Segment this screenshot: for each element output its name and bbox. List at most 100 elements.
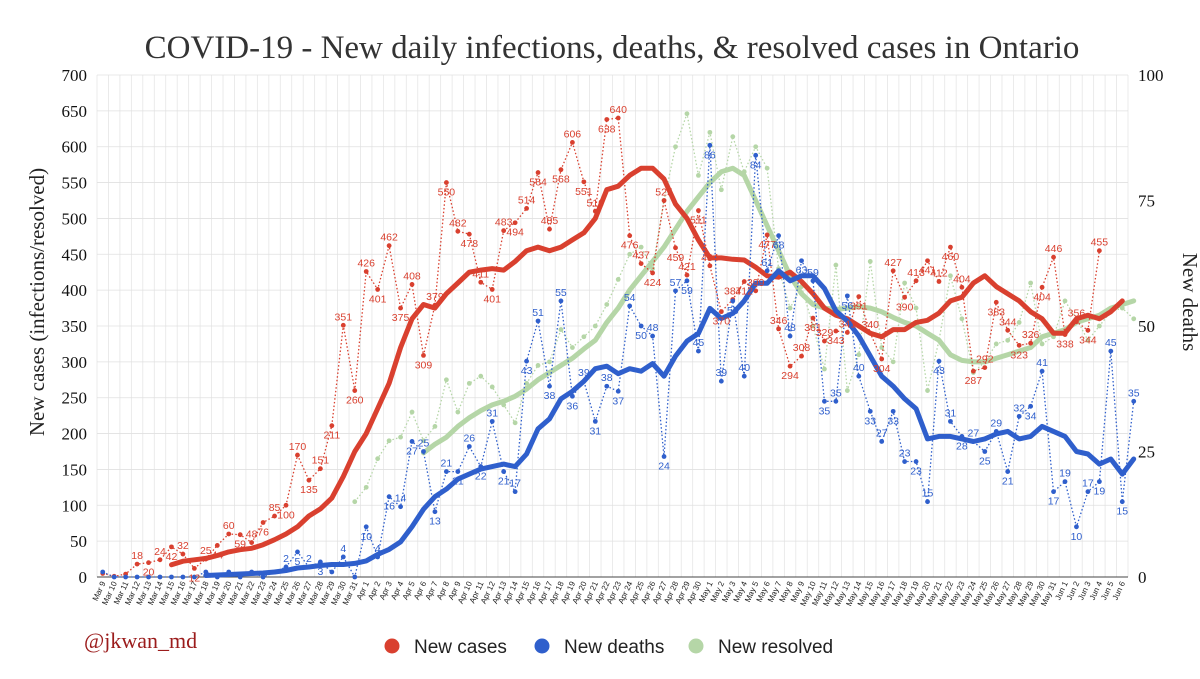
new-deaths-point <box>547 383 552 389</box>
new-resolved-point <box>718 187 724 193</box>
new-deaths-data-label: 26 <box>463 432 475 444</box>
new-deaths-data-label: 45 <box>1105 337 1117 349</box>
new-cases-point <box>1051 254 1056 260</box>
new-resolved-point <box>1131 316 1137 322</box>
new-resolved-point <box>455 409 461 415</box>
new-deaths-point <box>913 459 919 464</box>
new-resolved-point <box>753 144 759 150</box>
new-deaths-data-label: 41 <box>1036 357 1048 369</box>
new-cases-point <box>249 540 255 545</box>
y-tick-label: 100 <box>62 496 88 515</box>
y-axis-ticks: 0 50 100 150 200 250 300 350 400 450 500 550 600 650 7… <box>62 66 88 587</box>
new-deaths-data-label: 15 <box>922 488 934 500</box>
chart-title: COVID-19 - New daily infections, deaths,… <box>145 30 1080 66</box>
new-deaths-point <box>421 449 426 454</box>
new-cases-point <box>684 272 690 278</box>
new-deaths-point <box>1039 368 1045 374</box>
new-deaths-point <box>260 574 266 580</box>
new-deaths-point <box>1108 348 1114 354</box>
new-deaths-point <box>432 509 438 515</box>
new-cases-point <box>535 170 541 175</box>
new-deaths-point <box>123 574 129 580</box>
new-deaths-point <box>466 444 472 449</box>
new-deaths-point <box>1074 524 1079 530</box>
new-deaths-point <box>1062 479 1068 485</box>
new-cases-data-label: 370 <box>713 316 731 328</box>
legend-label: New cases <box>414 637 507 658</box>
new-cases-data-label: 32 <box>177 540 189 552</box>
new-cases-data-label: 477 <box>758 239 776 251</box>
new-cases-data-label: 326 <box>1022 329 1040 341</box>
new-resolved-point <box>764 165 770 171</box>
new-deaths-point <box>936 358 942 364</box>
new-deaths-data-label: 35 <box>1128 387 1140 399</box>
new-cases-data-label: 344 <box>1079 334 1097 346</box>
new-deaths-data-label: 37 <box>612 395 624 407</box>
new-cases-point <box>134 561 140 567</box>
new-cases-point <box>959 284 965 290</box>
new-cases-point <box>398 305 403 311</box>
new-cases-data-label: 408 <box>403 270 421 282</box>
new-deaths-point <box>1028 403 1034 409</box>
new-deaths-point <box>627 303 633 309</box>
new-resolved-point <box>421 438 426 444</box>
new-cases-data-label: 462 <box>380 232 398 244</box>
new-cases-data-label: 323 <box>1010 349 1028 361</box>
new-resolved-point <box>352 499 358 505</box>
y-tick-label: 450 <box>62 245 88 264</box>
new-cases-data-label: 25 <box>200 545 212 557</box>
new-resolved-point <box>386 438 392 444</box>
new-deaths-data-label: 45 <box>693 337 705 349</box>
y2-tick-label: 50 <box>1138 317 1155 336</box>
new-cases-point <box>214 543 220 548</box>
new-deaths-point <box>856 373 862 379</box>
new-deaths-point <box>524 358 529 364</box>
legend-item-new-resolved: New resolved <box>688 637 833 658</box>
new-deaths-point <box>776 233 782 239</box>
new-deaths-data-label: 22 <box>475 471 487 483</box>
new-cases-data-label: 341 <box>839 318 857 330</box>
new-deaths-data-label: 51 <box>532 307 544 319</box>
y-tick-label: 350 <box>62 317 88 336</box>
new-deaths-point <box>295 549 300 555</box>
y2-tick-label: 0 <box>1138 568 1147 587</box>
new-deaths-data-label: 15 <box>1116 506 1128 518</box>
new-cases-point <box>615 115 621 121</box>
new-deaths-point <box>799 258 804 264</box>
new-cases-point <box>936 279 942 284</box>
new-deaths-data-label: 10 <box>1071 531 1083 543</box>
new-cases-data-label: 411 <box>472 268 489 280</box>
new-resolved-point <box>833 262 839 268</box>
new-deaths-data-label: 23 <box>910 466 922 478</box>
new-deaths-data-label: 23 <box>899 448 911 460</box>
new-cases-data-label: 135 <box>300 484 318 496</box>
new-deaths-point <box>134 574 140 580</box>
y2-tick-label: 75 <box>1138 192 1155 211</box>
new-resolved-point <box>902 280 908 286</box>
new-resolved-point <box>558 327 564 332</box>
new-deaths-data-label: 17 <box>1082 478 1094 490</box>
new-deaths-data-label: 14 <box>395 493 407 505</box>
new-resolved-point <box>925 388 930 393</box>
new-deaths-point <box>982 449 988 454</box>
new-cases-data-label: 383 <box>987 306 1005 318</box>
new-cases-point <box>856 294 862 299</box>
new-cases-data-label: 260 <box>346 395 364 407</box>
new-cases-point <box>352 388 358 393</box>
new-cases-data-label: 287 <box>965 375 983 387</box>
new-cases-data-label: 640 <box>609 104 627 116</box>
new-resolved-point <box>1062 298 1068 304</box>
new-deaths-point <box>1051 489 1056 495</box>
new-cases-data-label: 343 <box>827 335 845 347</box>
new-cases-data-label: 60 <box>223 520 235 532</box>
new-cases-point <box>764 232 770 238</box>
new-cases-data-label: 346 <box>770 315 788 327</box>
new-cases-data-label: 459 <box>667 252 685 264</box>
new-deaths-data-label: 3 <box>317 566 323 578</box>
new-resolved-point <box>867 259 873 264</box>
new-deaths-data-label: 33 <box>864 415 876 427</box>
new-cases-point <box>776 326 782 332</box>
new-deaths-point <box>329 569 335 575</box>
